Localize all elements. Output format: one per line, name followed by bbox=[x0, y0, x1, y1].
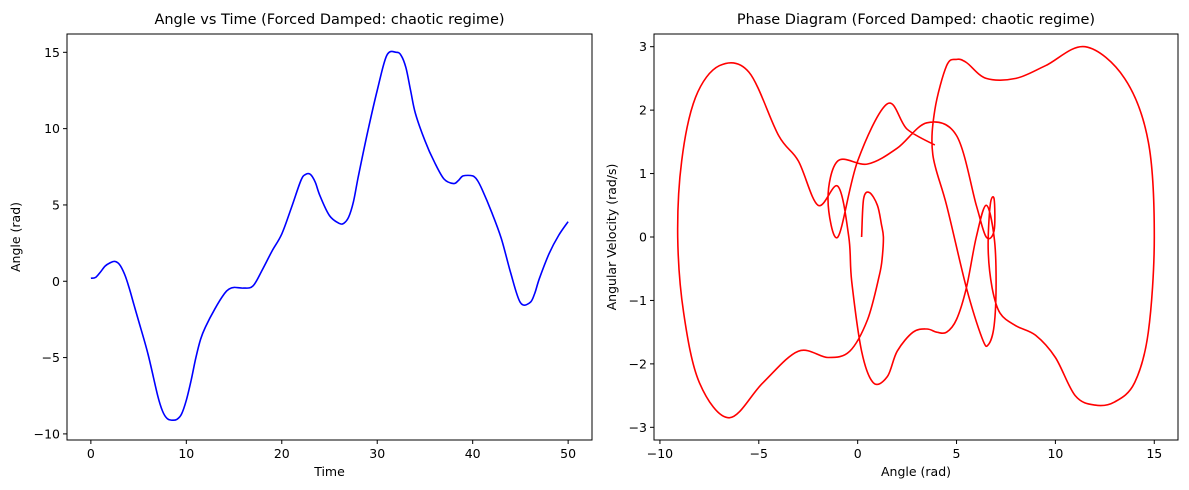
y-axis-label: Angular Velocity (rad/s) bbox=[604, 164, 619, 311]
x-tick-label: 5 bbox=[953, 446, 961, 461]
y-tick-label: 5 bbox=[52, 197, 60, 212]
series-group bbox=[676, 45, 1156, 419]
x-tick-label: 10 bbox=[178, 446, 194, 461]
series-group bbox=[90, 50, 569, 422]
angle-vs-time-chart: 0 10 20 30 40 50 −10 −5 0 5 10 15 Angle vs Time (Fo… bbox=[8, 12, 593, 479]
x-tick-label: 10 bbox=[1047, 446, 1063, 461]
x-axis-label: Angle (rad) bbox=[881, 464, 951, 479]
x-tick-label: 0 bbox=[854, 446, 862, 461]
y-tick-label: 3 bbox=[639, 39, 647, 54]
y-tick-label: 0 bbox=[639, 230, 647, 245]
y-axis-label: Angle (rad) bbox=[8, 202, 23, 272]
series-line bbox=[90, 50, 569, 422]
x-tick-label: 40 bbox=[465, 446, 481, 461]
x-axis-label: Time bbox=[313, 464, 345, 479]
tick-group: 0 10 20 30 40 50 −10 −5 0 5 10 15 bbox=[34, 45, 577, 461]
series-line bbox=[676, 45, 1156, 419]
x-tick-label: 15 bbox=[1146, 446, 1162, 461]
y-tick-label: −10 bbox=[34, 426, 60, 441]
y-tick-label: −5 bbox=[42, 350, 60, 365]
y-tick-label: 15 bbox=[44, 45, 60, 60]
x-tick-label: −10 bbox=[647, 446, 673, 461]
plot-frame bbox=[653, 33, 1179, 441]
x-tick-label: 0 bbox=[87, 446, 95, 461]
x-tick-label: 50 bbox=[560, 446, 576, 461]
y-tick-label: 2 bbox=[639, 103, 647, 118]
y-tick-label: −3 bbox=[629, 420, 647, 435]
x-tick-label: 20 bbox=[274, 446, 290, 461]
y-tick-label: 10 bbox=[44, 121, 60, 136]
chart-title: Phase Diagram (Forced Damped: chaotic re… bbox=[737, 12, 1095, 28]
x-tick-label: −5 bbox=[750, 446, 768, 461]
chart-title: Angle vs Time (Forced Damped: chaotic re… bbox=[154, 12, 504, 28]
y-tick-label: 1 bbox=[639, 166, 647, 181]
y-tick-label: −2 bbox=[629, 356, 647, 371]
x-tick-label: 30 bbox=[369, 446, 385, 461]
y-tick-label: −1 bbox=[629, 293, 647, 308]
y-tick-label: 0 bbox=[52, 274, 60, 289]
plot-frame bbox=[66, 33, 593, 441]
